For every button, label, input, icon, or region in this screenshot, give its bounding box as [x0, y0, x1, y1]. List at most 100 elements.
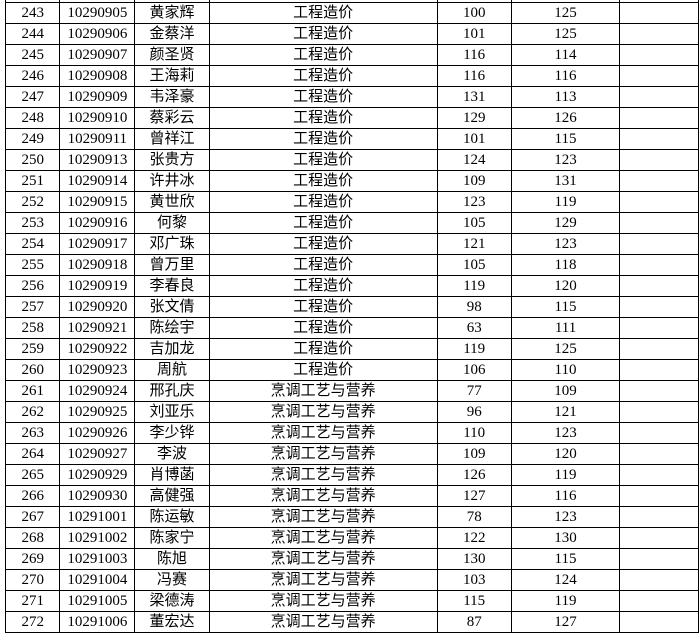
major-cell: 烹调工艺与营养 — [208, 548, 438, 570]
score-2-cell: 115 — [510, 296, 621, 318]
score-1-cell: 119 — [436, 275, 512, 297]
table-row: 268 10291002 陈家宁 烹调工艺与营养 122 130 — [4, 527, 699, 549]
score-1-cell: 106 — [436, 359, 512, 381]
student-name-cell: 蔡彩云 — [134, 107, 210, 129]
student-name-cell: 黄家辉 — [134, 2, 210, 24]
student-id-cell: 10290921 — [59, 317, 136, 339]
table-row: 271 10291005 梁德涛 烹调工艺与营养 115 119 — [4, 590, 699, 612]
row-number-cell: 267 — [4, 506, 61, 528]
student-id-cell: 10290929 — [59, 464, 136, 486]
score-2-cell: 127 — [510, 611, 621, 633]
major-cell: 烹调工艺与营养 — [208, 485, 438, 507]
empty-cell — [619, 233, 699, 255]
row-number-cell: 272 — [4, 611, 61, 633]
empty-cell — [619, 506, 699, 528]
student-name-cell: 邢孔庆 — [134, 380, 210, 402]
empty-cell — [619, 569, 699, 591]
score-2-cell: 116 — [510, 485, 621, 507]
score-2-cell: 115 — [510, 548, 621, 570]
score-2-cell: 119 — [510, 191, 621, 213]
score-2-cell: 119 — [510, 464, 621, 486]
row-number-cell: 247 — [4, 86, 61, 108]
student-name-cell: 刘亚乐 — [134, 401, 210, 423]
student-id-cell: 10290923 — [59, 359, 136, 381]
row-number-cell: 263 — [4, 422, 61, 444]
major-cell: 烹调工艺与营养 — [208, 464, 438, 486]
score-1-cell: 98 — [436, 296, 512, 318]
major-cell: 工程造价 — [208, 212, 438, 234]
empty-cell — [619, 359, 699, 381]
score-1-cell: 105 — [436, 254, 512, 276]
empty-cell — [619, 128, 699, 150]
row-number-cell: 268 — [4, 527, 61, 549]
major-cell: 工程造价 — [208, 191, 438, 213]
empty-cell — [619, 212, 699, 234]
major-cell: 烹调工艺与营养 — [208, 401, 438, 423]
student-name-cell: 李少铧 — [134, 422, 210, 444]
major-cell: 烹调工艺与营养 — [208, 611, 438, 633]
table-row: 255 10290918 曾万里 工程造价 105 118 — [4, 254, 699, 276]
score-2-cell: 123 — [510, 149, 621, 171]
major-cell: 工程造价 — [208, 317, 438, 339]
major-cell: 工程造价 — [208, 44, 438, 66]
score-2-cell: 111 — [510, 317, 621, 339]
student-name-cell: 张文倩 — [134, 296, 210, 318]
student-id-cell: 10291006 — [59, 611, 136, 633]
major-cell: 烹调工艺与营养 — [208, 422, 438, 444]
row-number-cell: 264 — [4, 443, 61, 465]
row-number-cell: 255 — [4, 254, 61, 276]
student-id-cell: 10290906 — [59, 23, 136, 45]
table-row: 264 10290927 李波 烹调工艺与营养 109 120 — [4, 443, 699, 465]
score-1-cell: 110 — [436, 422, 512, 444]
student-id-cell: 10290930 — [59, 485, 136, 507]
row-number-cell: 259 — [4, 338, 61, 360]
major-cell: 工程造价 — [208, 107, 438, 129]
score-2-cell: 115 — [510, 128, 621, 150]
student-name-cell: 陈家宁 — [134, 527, 210, 549]
score-2-cell: 125 — [510, 2, 621, 24]
table-row: 246 10290908 王海莉 工程造价 116 116 — [4, 65, 699, 87]
empty-cell — [619, 527, 699, 549]
student-name-cell: 张贵方 — [134, 149, 210, 171]
major-cell: 工程造价 — [208, 296, 438, 318]
major-cell: 烹调工艺与营养 — [208, 380, 438, 402]
table-row: 249 10290911 曾祥江 工程造价 101 115 — [4, 128, 699, 150]
major-cell: 工程造价 — [208, 86, 438, 108]
row-number-cell: 249 — [4, 128, 61, 150]
student-name-cell: 吉加龙 — [134, 338, 210, 360]
score-1-cell: 101 — [436, 128, 512, 150]
table-row: 245 10290907 颜圣贤 工程造价 116 114 — [4, 44, 699, 66]
student-id-cell: 10290918 — [59, 254, 136, 276]
student-name-cell: 肖博菡 — [134, 464, 210, 486]
major-cell: 工程造价 — [208, 128, 438, 150]
student-name-cell: 周航 — [134, 359, 210, 381]
table-row: 257 10290920 张文倩 工程造价 98 115 — [4, 296, 699, 318]
table-row: 265 10290929 肖博菡 烹调工艺与营养 126 119 — [4, 464, 699, 486]
score-2-cell: 125 — [510, 23, 621, 45]
score-1-cell: 115 — [436, 590, 512, 612]
empty-cell — [619, 44, 699, 66]
row-number-cell: 257 — [4, 296, 61, 318]
score-1-cell: 121 — [436, 233, 512, 255]
row-number-cell: 270 — [4, 569, 61, 591]
score-2-cell: 131 — [510, 170, 621, 192]
score-1-cell: 116 — [436, 65, 512, 87]
row-number-cell: 256 — [4, 275, 61, 297]
score-1-cell: 77 — [436, 380, 512, 402]
student-id-cell: 10290909 — [59, 86, 136, 108]
row-number-cell: 266 — [4, 485, 61, 507]
score-2-cell: 120 — [510, 443, 621, 465]
student-name-cell: 颜圣贤 — [134, 44, 210, 66]
row-number-cell: 271 — [4, 590, 61, 612]
score-1-cell: 63 — [436, 317, 512, 339]
empty-cell — [619, 23, 699, 45]
score-1-cell: 87 — [436, 611, 512, 633]
score-2-cell: 120 — [510, 275, 621, 297]
score-1-cell: 96 — [436, 401, 512, 423]
major-cell: 烹调工艺与营养 — [208, 527, 438, 549]
student-id-cell: 10290913 — [59, 149, 136, 171]
table-row: 251 10290914 许井冰 工程造价 109 131 — [4, 170, 699, 192]
table-row: 256 10290919 李春良 工程造价 119 120 — [4, 275, 699, 297]
empty-cell — [619, 590, 699, 612]
score-2-cell: 113 — [510, 86, 621, 108]
